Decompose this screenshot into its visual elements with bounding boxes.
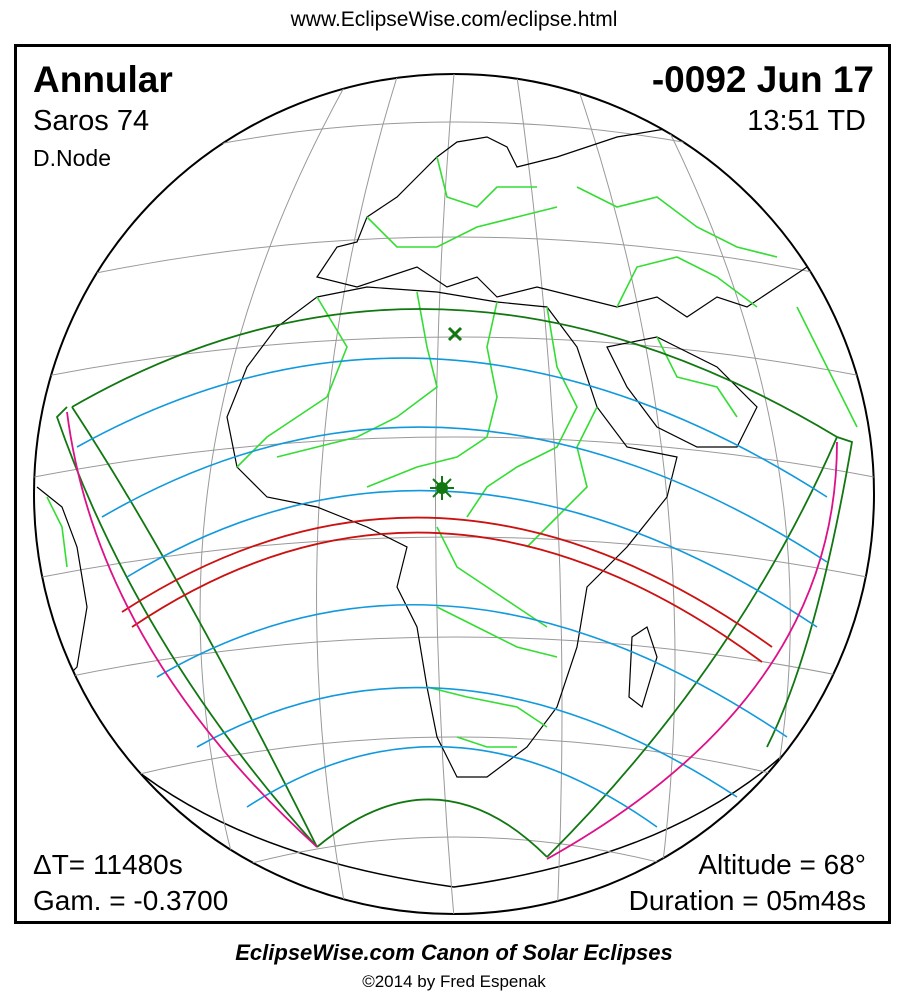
madagascar-outline [628, 626, 658, 709]
node-label: D.Node [33, 145, 111, 171]
eclipse-map-panel: Annular Saros 74 D.Node -0092 Jun 17 13:… [14, 44, 891, 924]
eclipse-time: 13:51 TD [747, 105, 866, 137]
greatest-duration-marker [447, 326, 463, 342]
duration-value: Duration = 05m48s [628, 885, 866, 916]
eclipse-type: Annular [33, 59, 173, 100]
longitude-grid [199, 74, 791, 914]
saros-number: Saros 74 [33, 105, 150, 137]
rise-set-curves [66, 411, 838, 860]
penumbra-limit-lines [55, 308, 854, 858]
copyright-notice: ©2014 by Fred Espenak [362, 972, 546, 991]
canon-caption: EclipseWise.com Canon of Solar Eclipses [235, 940, 673, 965]
africa-outline [226, 286, 678, 778]
central-path [121, 516, 773, 663]
source-url: www.EclipseWise.com/eclipse.html [290, 8, 618, 31]
terminator-line [56, 666, 858, 888]
gamma-value: Gam. = -0.3700 [33, 885, 229, 916]
delta-t-value: ΔT= 11480s [33, 849, 183, 880]
penumbra-contours [76, 357, 828, 828]
altitude-value: Altitude = 68° [698, 849, 866, 880]
country-borders [46, 156, 858, 748]
eclipse-globe-map [33, 73, 875, 915]
arabia-outline [606, 336, 758, 448]
south-america-edge [36, 486, 88, 688]
greatest-eclipse-marker [430, 476, 454, 500]
eclipse-date: -0092 Jun 17 [651, 59, 874, 100]
